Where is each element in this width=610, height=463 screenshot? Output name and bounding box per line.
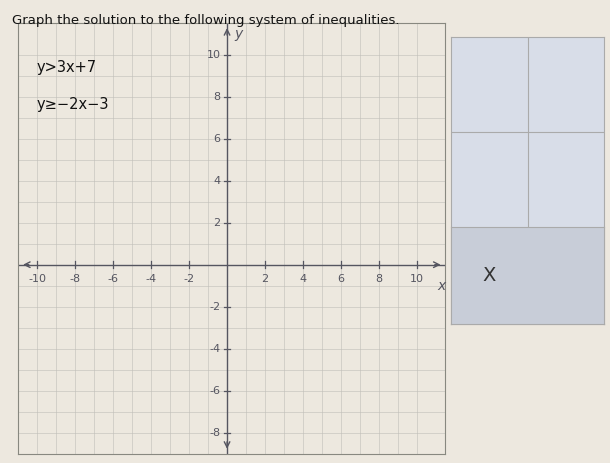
Text: 8: 8	[375, 274, 382, 284]
Text: -2: -2	[184, 274, 195, 284]
Text: 4: 4	[300, 274, 307, 284]
Text: 2: 2	[214, 218, 220, 228]
Text: 8: 8	[214, 92, 220, 102]
Text: -4: -4	[209, 344, 220, 354]
Text: -10: -10	[28, 274, 46, 284]
Text: -2: -2	[209, 302, 220, 312]
Text: Graph the solution to the following system of inequalities.: Graph the solution to the following syst…	[12, 14, 400, 27]
Text: -6: -6	[108, 274, 119, 284]
Text: 2: 2	[262, 274, 268, 284]
Text: 4: 4	[214, 175, 220, 186]
Text: -8: -8	[209, 428, 220, 438]
Text: y≥−2x−3: y≥−2x−3	[37, 97, 109, 112]
Text: -4: -4	[146, 274, 157, 284]
Text: -6: -6	[209, 386, 220, 396]
Text: y>3x+7: y>3x+7	[37, 60, 97, 75]
Text: -8: -8	[70, 274, 81, 284]
Text: 10: 10	[206, 50, 220, 60]
Text: 10: 10	[410, 274, 424, 284]
Text: 6: 6	[337, 274, 345, 284]
Text: X: X	[483, 266, 496, 285]
Text: 6: 6	[214, 134, 220, 144]
Text: y: y	[235, 27, 243, 41]
Text: x: x	[437, 279, 446, 294]
